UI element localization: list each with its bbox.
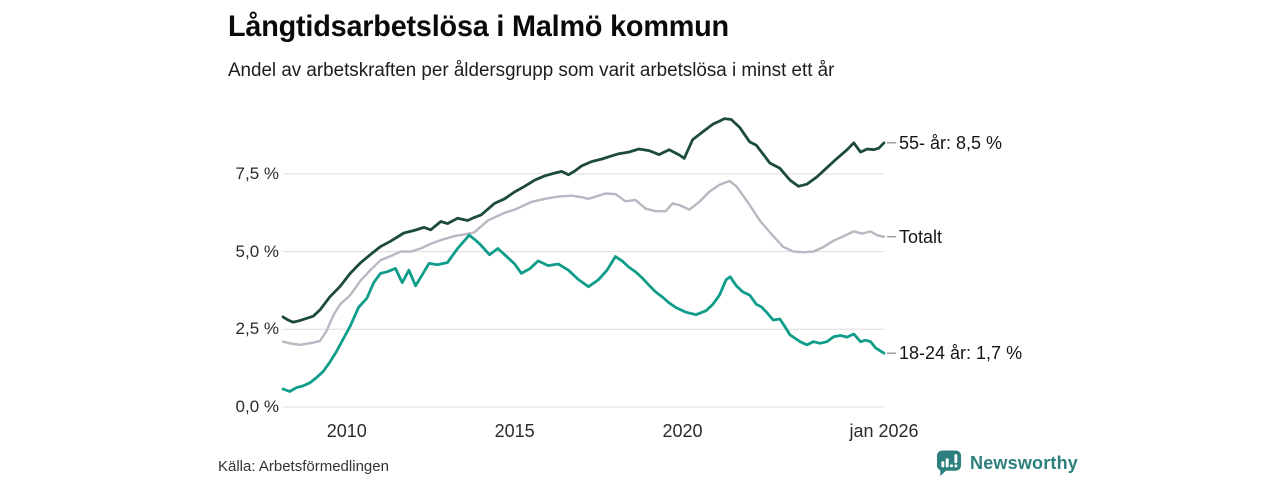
newsworthy-bubble-chart-icon [936, 450, 962, 477]
chart-title: Långtidsarbetslösa i Malmö kommun [228, 10, 729, 43]
x-axis-tick-label: 2015 [494, 421, 535, 441]
series-end-label-55-ar: 55- år: 8,5 % [899, 132, 1003, 153]
x-axis-tick-label: 2010 [326, 421, 367, 441]
y-axis-tick-label: 0,0 % [235, 397, 279, 416]
y-axis-tick-label: 7,5 % [235, 163, 279, 183]
series-line-55-ar [281, 117, 886, 324]
y-axis-tick-label: 2,5 % [235, 319, 279, 339]
series-end-label-totalt: Totalt [899, 226, 943, 247]
series-line-18-24-ar [281, 233, 886, 393]
newsworthy-logo: Newsworthy [936, 449, 1078, 477]
y-axis-tick-label: 5,0 % [235, 241, 279, 261]
source-note: Källa: Arbetsförmedlingen [218, 458, 389, 475]
series-line-totalt [281, 179, 886, 346]
x-axis-tick-label: 2020 [662, 421, 703, 441]
x-axis-tick-label: jan 2026 [849, 421, 919, 441]
newsworthy-wordmark: Newsworthy [970, 452, 1079, 473]
series-end-label-18-24-ar: 18-24 år: 1,7 % [899, 343, 1023, 364]
chart-subtitle: Andel av arbetskraften per åldersgrupp s… [228, 60, 835, 81]
